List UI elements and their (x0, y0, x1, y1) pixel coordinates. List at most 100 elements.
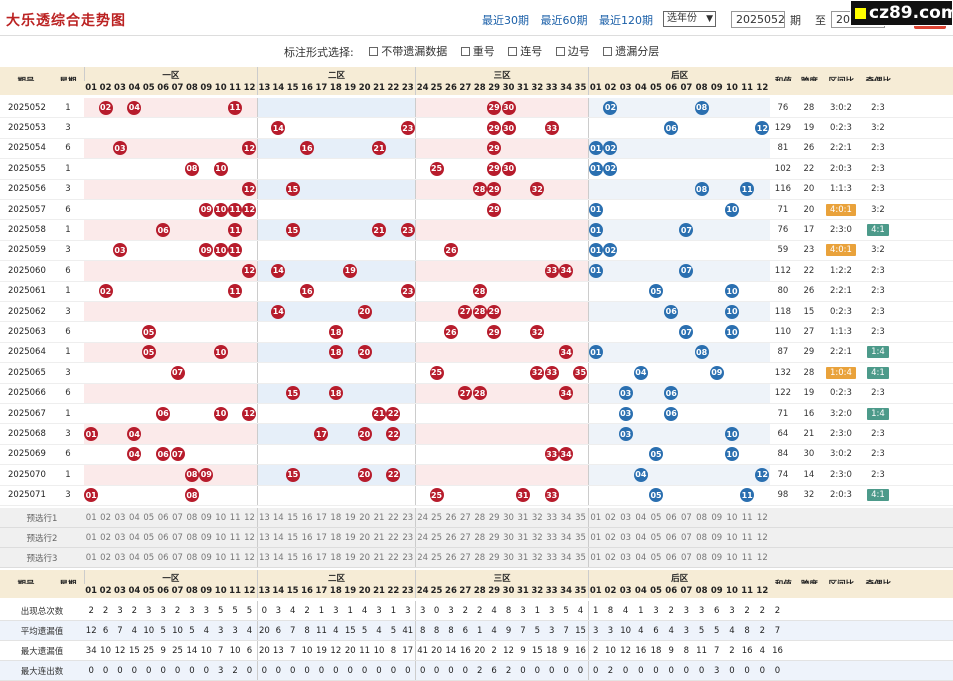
pre-back-cell[interactable]: 11 (741, 552, 753, 563)
year-select[interactable]: 选年份 ▼ (663, 11, 716, 27)
pre-front-cell[interactable]: 30 (503, 552, 514, 563)
pre-front-cell[interactable]: 25 (431, 552, 442, 563)
pre-back-cell[interactable]: 03 (620, 552, 632, 563)
pre-front-cell[interactable]: 15 (287, 532, 299, 543)
pre-back-cell[interactable]: 12 (756, 532, 768, 543)
pre-front-cell[interactable]: 19 (344, 512, 356, 523)
pre-front-cell[interactable]: 27 (459, 512, 471, 523)
mark-option[interactable]: 重号 (460, 43, 495, 59)
pre-front-cell[interactable]: 06 (157, 512, 169, 523)
checkbox-icon[interactable] (555, 46, 565, 56)
mark-option[interactable]: 连号 (508, 43, 542, 59)
pre-front-cell[interactable]: 35 (575, 512, 586, 523)
mark-option[interactable]: 边号 (555, 43, 590, 59)
mark-option[interactable]: 不带遗漏数据 (369, 43, 447, 59)
pre-front-cell[interactable]: 03 (114, 532, 126, 543)
pre-front-cell[interactable]: 08 (186, 532, 198, 543)
pre-front-cell[interactable]: 20 (359, 552, 371, 563)
pre-front-cell[interactable]: 34 (560, 512, 572, 523)
pre-back-cell[interactable]: 03 (620, 512, 632, 523)
pre-front-cell[interactable]: 34 (560, 552, 572, 563)
checkbox-icon[interactable] (460, 46, 470, 56)
pre-front-cell[interactable]: 24 (414, 528, 429, 547)
pre-front-cell[interactable]: 29 (488, 532, 500, 543)
pre-back-cell[interactable]: 12 (756, 512, 768, 523)
pre-front-cell[interactable]: 17 (316, 512, 327, 523)
pre-front-cell[interactable]: 15 (287, 512, 299, 523)
pre-front-cell[interactable]: 14 (272, 512, 284, 523)
pre-front-cell[interactable]: 21 (373, 512, 385, 523)
pre-back-cell[interactable]: 03 (620, 532, 632, 543)
pre-back-cell[interactable]: 05 (650, 552, 662, 563)
link-recent-60[interactable]: 最近60期 (540, 14, 588, 27)
pre-front-cell[interactable]: 06 (157, 552, 169, 563)
pre-front-cell[interactable]: 07 (172, 552, 183, 563)
pre-back-cell[interactable]: 10 (726, 532, 738, 543)
pre-back-cell[interactable]: 01 (587, 548, 603, 567)
pre-front-cell[interactable]: 07 (172, 532, 183, 543)
pre-back-cell[interactable]: 01 (587, 508, 603, 527)
pre-front-cell[interactable]: 35 (575, 532, 586, 543)
checkbox-icon[interactable] (603, 46, 613, 56)
pre-front-cell[interactable]: 31 (517, 512, 529, 523)
pre-front-cell[interactable]: 24 (414, 508, 429, 527)
pre-front-cell[interactable]: 19 (344, 552, 356, 563)
pre-front-cell[interactable]: 32 (531, 532, 543, 543)
pre-front-cell[interactable]: 03 (114, 512, 126, 523)
pre-front-cell[interactable]: 26 (445, 512, 457, 523)
pre-front-cell[interactable]: 28 (474, 552, 486, 563)
pre-front-cell[interactable]: 18 (330, 532, 342, 543)
pre-front-cell[interactable]: 19 (344, 532, 356, 543)
pre-front-cell[interactable]: 35 (575, 552, 586, 563)
pre-front-cell[interactable]: 28 (474, 532, 486, 543)
pre-front-cell[interactable]: 27 (459, 552, 471, 563)
pre-front-cell[interactable]: 09 (200, 512, 212, 523)
pre-front-cell[interactable]: 22 (387, 512, 399, 523)
pre-back-cell[interactable]: 09 (711, 512, 723, 523)
pre-back-cell[interactable]: 02 (605, 532, 616, 543)
pre-front-cell[interactable]: 21 (373, 552, 385, 563)
pre-front-cell[interactable]: 03 (114, 552, 126, 563)
pre-front-cell[interactable]: 13 (256, 548, 271, 567)
pre-front-cell[interactable]: 08 (186, 552, 198, 563)
pre-front-cell[interactable]: 13 (256, 508, 271, 527)
pre-front-cell[interactable]: 05 (143, 532, 155, 543)
pre-front-cell[interactable]: 15 (287, 552, 299, 563)
pre-back-cell[interactable]: 10 (726, 552, 738, 563)
pre-front-cell[interactable]: 25 (431, 532, 442, 543)
pre-front-cell[interactable]: 18 (330, 552, 342, 563)
pre-front-cell[interactable]: 05 (143, 512, 155, 523)
pre-back-cell[interactable]: 09 (711, 552, 723, 563)
pre-front-cell[interactable]: 01 (85, 532, 97, 543)
pre-front-cell[interactable]: 16 (301, 512, 313, 523)
pre-front-cell[interactable]: 01 (85, 512, 97, 523)
pre-front-cell[interactable]: 28 (474, 512, 486, 523)
pre-back-cell[interactable]: 04 (635, 552, 647, 563)
pre-back-cell[interactable]: 08 (696, 552, 707, 563)
pre-front-cell[interactable]: 17 (316, 532, 327, 543)
pre-front-cell[interactable]: 22 (387, 552, 399, 563)
pre-front-cell[interactable]: 04 (128, 512, 140, 523)
pre-back-cell[interactable]: 06 (665, 512, 677, 523)
pre-front-cell[interactable]: 02 (100, 532, 111, 543)
pre-back-cell[interactable]: 01 (587, 528, 603, 547)
pre-front-cell[interactable]: 11 (229, 512, 241, 523)
pre-back-cell[interactable]: 04 (635, 512, 647, 523)
pre-front-cell[interactable]: 11 (229, 532, 241, 543)
pre-front-cell[interactable]: 17 (316, 552, 327, 563)
pre-front-cell[interactable]: 16 (301, 532, 313, 543)
pre-front-cell[interactable]: 09 (200, 532, 212, 543)
pre-front-cell[interactable]: 10 (215, 512, 227, 523)
pre-front-cell[interactable]: 11 (229, 552, 241, 563)
mark-option[interactable]: 遗漏分层 (603, 43, 659, 59)
pre-front-cell[interactable]: 26 (445, 532, 457, 543)
pre-back-cell[interactable]: 10 (726, 512, 738, 523)
pre-front-cell[interactable]: 20 (359, 512, 371, 523)
pre-back-cell[interactable]: 06 (665, 552, 677, 563)
pre-front-cell[interactable]: 31 (517, 552, 529, 563)
pre-front-cell[interactable]: 29 (488, 512, 500, 523)
pre-back-cell[interactable]: 08 (696, 512, 707, 523)
pre-front-cell[interactable]: 16 (301, 552, 313, 563)
pre-front-cell[interactable]: 14 (272, 552, 284, 563)
pre-front-cell[interactable]: 09 (200, 552, 212, 563)
